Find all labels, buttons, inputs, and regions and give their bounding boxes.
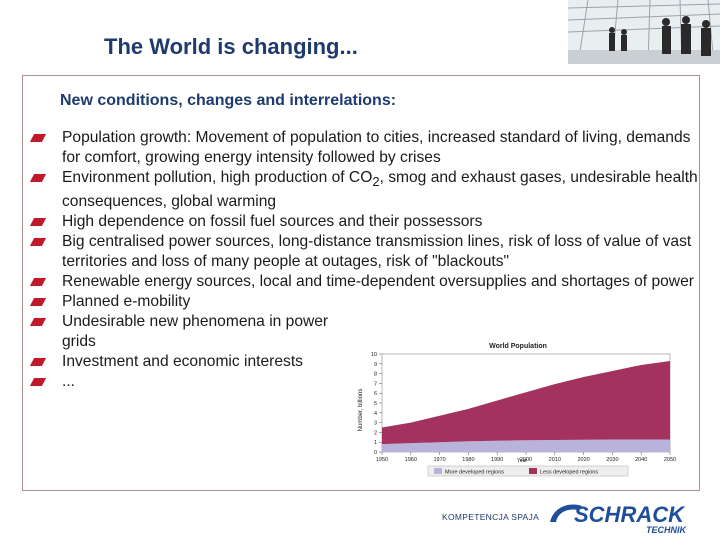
bullet-item: Undesirable new phenomena in power grids: [28, 312, 362, 352]
bullet-text-part: , smog and exhaust gases, undesirable he…: [62, 169, 698, 211]
bullet-item: Investment and economic interests: [28, 352, 362, 372]
logo-main-text: SCHRACK: [574, 502, 686, 527]
bullet-marker-icon: [29, 134, 47, 142]
logo-sub-text: TECHNIK: [646, 525, 687, 535]
chart-title: World Population: [489, 343, 547, 350]
chart-y-tick-label: 4: [374, 411, 377, 417]
chart-legend-label: More developed regions: [445, 470, 504, 476]
bullet-marker-icon: [29, 278, 47, 287]
bullet-text-part: Environment pollution, high production o…: [62, 169, 373, 186]
bullet-item: Big centralised power sources, long-dist…: [28, 232, 708, 272]
content-frame: [22, 75, 700, 491]
chart-x-tick-label: 2050: [664, 457, 676, 463]
bullet-text: Renewable energy sources, local and time…: [62, 273, 694, 291]
chart-area-series-1: [382, 361, 670, 445]
bullet-marker-icon: [29, 358, 47, 367]
bullet-item: ...: [28, 372, 362, 392]
bullet-marker-icon: [29, 238, 47, 247]
chart-svg: World Population Number, billions Year 0…: [348, 340, 684, 486]
bullet-text: High dependence on fossil fuel sources a…: [62, 213, 483, 231]
chart-legend: More developed regions Less developed reg…: [427, 465, 629, 477]
chart-x-tick-label: 1980: [462, 457, 474, 463]
bullet-text: Investment and economic interests: [62, 353, 303, 371]
chart-x-tick-label: 1990: [491, 457, 503, 463]
chart-x-tick-label: 2010: [549, 457, 561, 463]
bullet-marker-icon: [29, 298, 47, 307]
bullet-item: Planned e-mobility: [28, 292, 708, 312]
bullet-item: Population growth: Movement of populatio…: [28, 128, 708, 168]
bullet-marker-icon: [29, 378, 47, 387]
chart-legend-box: [427, 465, 629, 477]
bullet-text: Population growth: Movement of populatio…: [62, 129, 691, 166]
bullet-text: ...: [62, 373, 75, 391]
bullet-subscript: 2: [372, 174, 380, 190]
chart-legend-label: Less developed regions: [540, 470, 598, 476]
chart-legend-swatch: [529, 468, 537, 474]
chart-plot-area: 0 1 2 3 4 5 6 7 8 9 10 1950 1960 1970 1980 1990 2000 2010…: [371, 352, 676, 463]
bullet-item: Environment pollution, high production o…: [28, 168, 708, 212]
chart-y-tick-label: 10: [371, 352, 377, 358]
schrack-logo: SCHRACK TECHNIK: [548, 500, 706, 538]
chart-y-axis-label: Number, billions: [358, 389, 364, 432]
slide-title: The World is changing...: [104, 34, 358, 59]
bullet-marker-icon: [29, 174, 47, 182]
chart-y-tick-label: 8: [374, 372, 377, 378]
chart-x-tick-label: 1970: [433, 457, 445, 463]
chart-x-tick-label: 2030: [606, 457, 618, 463]
bullet-item: Renewable energy sources, local and time…: [28, 272, 708, 292]
chart-x-tick-label: 1950: [376, 457, 388, 463]
bullet-marker-icon: [29, 318, 47, 327]
bullet-marker-icon: [29, 218, 47, 227]
chart-x-axis-label: Year: [517, 458, 527, 464]
chart-y-tick-label: 5: [374, 401, 377, 407]
chart-y-tick-label: 3: [374, 421, 377, 427]
bullet-text: Undesirable new phenomena in power grids: [62, 313, 329, 351]
bullet-item: High dependence on fossil fuel sources a…: [28, 212, 708, 232]
chart-x-tick-label: 2020: [577, 457, 589, 463]
chart-x-tick-label: 2000: [520, 457, 532, 463]
world-population-chart: World Population Number, billions Year 0…: [348, 340, 684, 486]
bullet-text: Planned e-mobility: [62, 293, 191, 311]
chart-y-tick-label: 2: [374, 430, 377, 436]
chart-area-series-0: [382, 439, 670, 452]
chart-legend-swatch: [434, 468, 442, 474]
footer-slogan: KOMPETENCJA SPAJA: [442, 512, 540, 522]
slide-subtitle: New conditions, changes and interrelatio…: [60, 92, 397, 109]
chart-x-tick-label: 1960: [405, 457, 417, 463]
chart-y-tick-label: 6: [374, 391, 377, 397]
chart-x-tick-label: 2040: [635, 457, 647, 463]
chart-y-tick-label: 7: [374, 381, 377, 387]
bullet-text: Big centralised power sources, long-dist…: [62, 233, 692, 271]
chart-y-tick-label: 9: [374, 362, 377, 368]
header-photo: [568, 0, 720, 64]
chart-y-tick-label: 1: [374, 440, 377, 446]
chart-y-tick-label: 0: [374, 450, 377, 456]
bullet-list: Population growth: Movement of populatio…: [28, 128, 708, 392]
